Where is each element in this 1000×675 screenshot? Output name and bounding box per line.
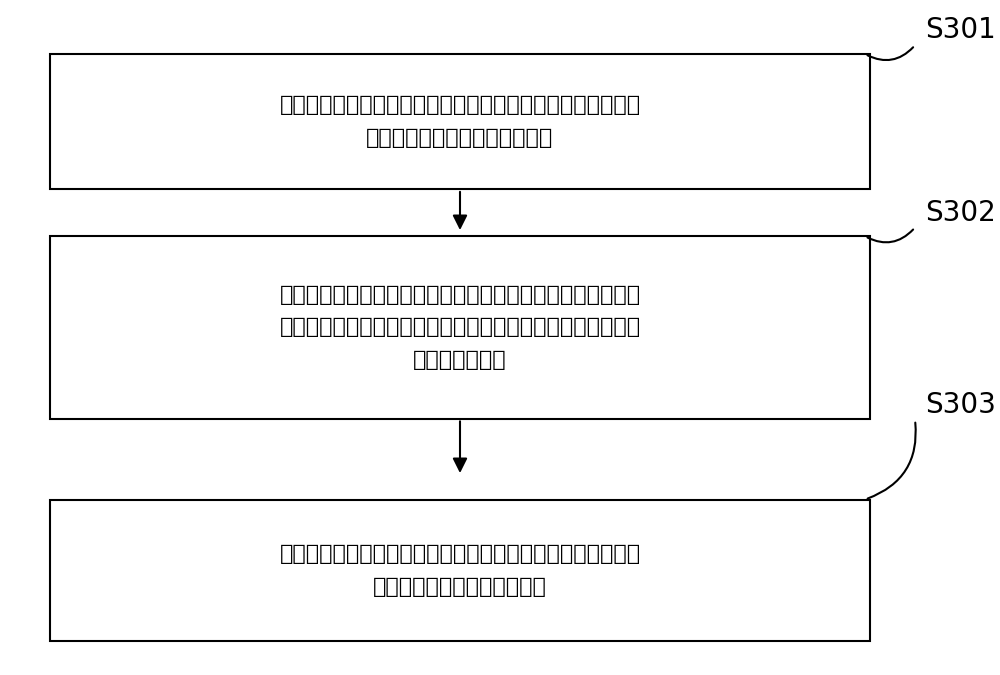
FancyBboxPatch shape xyxy=(50,500,870,641)
Text: S302: S302 xyxy=(925,198,996,227)
FancyBboxPatch shape xyxy=(50,54,870,189)
Text: S301: S301 xyxy=(925,16,996,45)
Text: 利用特征点提取模型对该第一耳部图像进行特征点提取，得到
该第一耳部图像的耳部特征点: 利用特征点提取模型对该第一耳部图像进行特征点提取，得到 该第一耳部图像的耳部特征… xyxy=(279,544,641,597)
Text: 将该第一耳部图像输入到预先训练好的多个目标检测模型进行
处理，得到对应的多个结果分数: 将该第一耳部图像输入到预先训练好的多个目标检测模型进行 处理，得到对应的多个结果… xyxy=(279,95,641,148)
FancyBboxPatch shape xyxy=(50,236,870,418)
Text: 确定结果分数最高的目标检测模型对应的第一拍摄角度，并确
定出基于该第一拍摄角度拍摄的耳部图像样本进行训练得到的
特征点提取模型: 确定结果分数最高的目标检测模型对应的第一拍摄角度，并确 定出基于该第一拍摄角度拍… xyxy=(279,285,641,370)
Text: S303: S303 xyxy=(925,391,996,419)
